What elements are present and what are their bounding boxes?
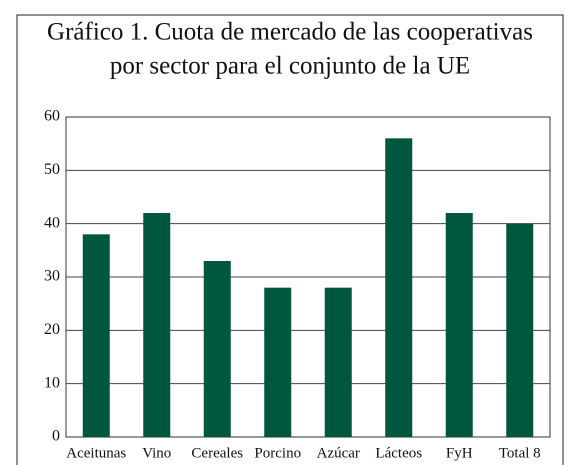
- y-tick-label: 20: [44, 321, 60, 338]
- y-tick-label: 40: [44, 214, 60, 231]
- y-tick-label: 50: [44, 161, 60, 178]
- x-tick-label: Porcino: [254, 445, 301, 461]
- y-tick-label: 60: [44, 108, 60, 125]
- x-tick-label: Aceitunas: [66, 445, 126, 461]
- bar: [203, 261, 231, 437]
- bar: [445, 213, 473, 437]
- plot-border: [65, 116, 551, 438]
- bar: [82, 234, 110, 437]
- bar: [143, 213, 171, 437]
- bar: [324, 287, 352, 437]
- y-tick-label: 10: [44, 374, 60, 391]
- y-tick-label: 30: [44, 268, 60, 285]
- x-tick-label: Lácteos: [375, 445, 422, 461]
- frame: [16, 14, 564, 465]
- y-tick-label: 0: [52, 428, 60, 445]
- x-tick-label: Azúcar: [317, 445, 360, 461]
- x-tick-label: FyH: [446, 445, 473, 461]
- bar: [506, 223, 534, 437]
- x-tick-label: Vino: [142, 445, 171, 461]
- chart-title: Gráfico 1. Cuota de mercado de las coope…: [47, 19, 533, 46]
- x-tick-label: Cereales: [191, 445, 243, 461]
- bar: [264, 287, 292, 437]
- chart-title: por sector para el conjunto de la UE: [110, 53, 470, 80]
- bar: [385, 138, 413, 438]
- x-tick-label: Total 8: [499, 445, 541, 461]
